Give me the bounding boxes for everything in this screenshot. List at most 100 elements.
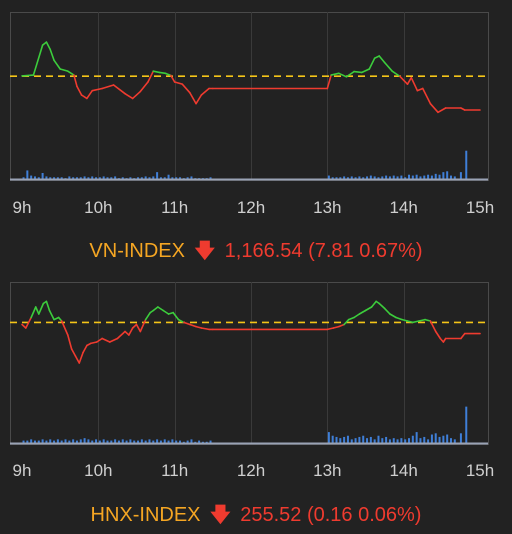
price-segment (330, 72, 340, 76)
price-segment (345, 70, 355, 78)
volume-bar (343, 436, 346, 443)
hnx-index-name: HNX-INDEX (90, 504, 201, 526)
price-segment (59, 68, 69, 72)
volume-bar (140, 439, 143, 443)
price-segment (164, 72, 172, 77)
price-segment (383, 61, 394, 72)
volume-bar (102, 176, 105, 179)
volume-bar (459, 172, 462, 179)
volume-bar (327, 175, 330, 179)
volume-bar (121, 177, 124, 179)
volume-bar (60, 177, 63, 179)
volume-bar (339, 438, 342, 443)
volume-bar (167, 440, 170, 443)
price-segment (144, 311, 152, 321)
price-segment (34, 306, 40, 315)
volume-bar (37, 440, 40, 443)
volume-bar (159, 440, 162, 443)
price-segment (418, 318, 426, 322)
price-segment (421, 87, 432, 105)
price-segment (21, 74, 35, 77)
chart-frame (10, 12, 489, 181)
volume-bar (327, 432, 330, 443)
volume-bar (339, 177, 342, 179)
volume-bar (110, 440, 113, 443)
volume-bar (106, 440, 109, 443)
volume-bar (392, 175, 395, 179)
volume-bar (415, 432, 418, 443)
volume-bar (175, 177, 178, 179)
volume-bar (148, 439, 151, 443)
volume-bar (75, 440, 78, 443)
volume-bar (335, 436, 338, 443)
volume-bar (396, 439, 399, 443)
x-tick-label: 12h (236, 198, 266, 217)
price-segment (410, 76, 419, 92)
volume-bar (358, 436, 361, 443)
volume-bar (75, 177, 78, 179)
price-segment (189, 92, 197, 105)
volume-bar (175, 440, 178, 443)
volume-bar (22, 440, 25, 443)
price-segment (399, 75, 409, 85)
volume-bar (434, 173, 437, 179)
volume-bar (56, 177, 59, 179)
price-segment (395, 316, 403, 321)
volume-bar (465, 150, 468, 179)
volume-bar (423, 175, 426, 179)
price-segment (101, 84, 115, 90)
volume-bar (30, 439, 33, 443)
volume-bar (350, 176, 353, 179)
price-segment (112, 84, 126, 95)
volume-bar (190, 439, 193, 443)
volume-bar (415, 174, 418, 179)
price-segment (101, 337, 111, 343)
volume-bar (163, 439, 166, 443)
volume-bar (56, 439, 59, 443)
volume-bar (209, 177, 212, 179)
volume-bar (129, 177, 132, 179)
hnx-index-panel: 9h 10h 11h 12h 13h 14h 15h HNX-INDEX 🡇 255.52 … (0, 268, 512, 527)
price-segment (32, 44, 44, 76)
volume-bar (33, 440, 36, 443)
price-segment (67, 70, 75, 76)
volume-bar (423, 436, 426, 443)
volume-bar (110, 177, 113, 179)
price-segment (96, 337, 103, 343)
price-segment (337, 72, 348, 78)
volume-bar (144, 176, 147, 179)
price-segment (108, 337, 119, 343)
price-segment (91, 87, 103, 92)
hnx-index-summary: HNX-INDEX 🡇 255.52 (0.16 0.06%) (0, 500, 512, 534)
volume-bar (465, 406, 468, 443)
price-segment (183, 321, 191, 326)
volume-bar (459, 433, 462, 443)
price-segment (434, 330, 442, 340)
price-segment (378, 55, 386, 64)
vn-index-value: 1,166.54 (7.81 0.67%) (224, 240, 423, 262)
volume-bar (400, 438, 403, 443)
volume-bar (60, 440, 63, 443)
volume-bar (114, 439, 117, 443)
volume-bar (388, 439, 391, 443)
price-segment (373, 55, 381, 59)
x-tick-label: 10h (84, 198, 113, 217)
price-segment (172, 311, 180, 321)
volume-bar (453, 439, 456, 443)
price-segment (200, 87, 210, 96)
hnx-index-chart (10, 282, 489, 445)
volume-bar (430, 175, 433, 179)
vn-index-panel: 9h 10h 11h 12h 13h 14h 15h VN-INDEX 🡇 1,166.54… (10, 12, 494, 262)
price-segment (195, 325, 203, 329)
volume-bar (434, 433, 437, 443)
volume-bar (385, 175, 388, 179)
price-segment (332, 325, 340, 329)
price-segment (370, 300, 377, 308)
volume-bar (72, 439, 75, 443)
volume-bar (377, 177, 380, 179)
volume-bar (381, 176, 384, 179)
down-arrow-icon: 🡇 (194, 240, 216, 262)
volume-bar (53, 177, 56, 179)
price-segment (412, 320, 420, 324)
volume-bar (87, 439, 90, 443)
